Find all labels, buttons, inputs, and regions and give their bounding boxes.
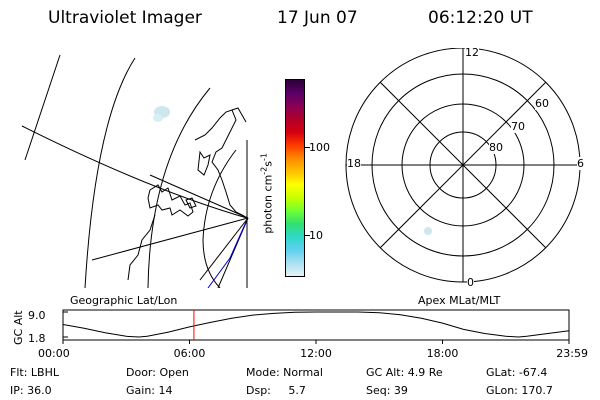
map-lon-line [199,217,249,281]
polar-lat-70: 70 [511,120,525,133]
geographic-map [21,54,249,288]
x-tick-label: 23:59 [556,347,588,360]
altitude-series-line [62,311,570,338]
ip-status: IP: 36.0 [10,384,52,397]
colorbar [285,79,305,277]
map-lon-line [202,149,237,288]
polar-plot [345,48,581,283]
y-tick-label: 1.8 [28,332,46,345]
chart-frame [62,309,570,341]
colorbar-tick [305,235,310,236]
door-status: Door: Open [126,366,189,379]
orbit-track [207,221,247,288]
polar-label-18: 18 [347,157,361,170]
map-lon-line [84,57,136,288]
date-label: 17 Jun 07 [277,8,358,28]
map-lon-line [147,87,211,288]
map-lon-line [24,54,61,161]
coastline [127,107,247,281]
aurora-patch [424,227,432,235]
map-lon-line [149,174,249,219]
y-axis-label: GC Alt [12,310,25,345]
glat-status: GLat: -67.4 [486,366,548,379]
polar-label-12: 12 [465,46,479,59]
x-tick-label: 12:00 [300,347,332,360]
colorbar-unit-label: photon cm-2s-1 [259,153,275,234]
polar-label-0: 0 [467,276,474,289]
time-label: 06:12:20 UT [428,8,533,28]
filter-status: Flt: LBHL [10,366,59,379]
app-title: Ultraviolet Imager [48,8,202,28]
polar-lat-80: 80 [489,141,503,154]
map-lat-arc [21,125,248,219]
dsp-status: Dsp: 5.7 [246,384,306,397]
altitude-timeline-chart: GC Alt 9.0 1.8 00:00 06:00 12:00 18:00 23:59 [12,309,588,360]
x-tick-label: 00:00 [38,347,70,360]
aurora-patch [153,114,163,122]
colorbar-tick [305,147,310,148]
polar-diagonal [379,81,547,249]
glon-status: GLon: 170.7 [486,384,553,397]
polar-plot-label: Apex MLat/MLT [418,294,501,307]
x-tick-label: 06:00 [174,347,206,360]
colorbar-tick-label: 10 [309,229,323,242]
gc-altitude-status: GC Alt: 4.9 Re [366,366,443,379]
y-tick-label: 9.0 [28,309,46,322]
mode-status: Mode: Normal [246,366,323,379]
colorbar-tick-label: 100 [309,141,330,154]
seq-status: Seq: 39 [366,384,408,397]
x-tick-label: 18:00 [427,347,459,360]
polar-label-6: 6 [577,157,584,170]
gain-status: Gain: 14 [126,384,173,397]
geographic-map-label: Geographic Lat/Lon [70,294,178,307]
map-lon-line [91,217,249,261]
polar-lat-60: 60 [535,97,549,110]
